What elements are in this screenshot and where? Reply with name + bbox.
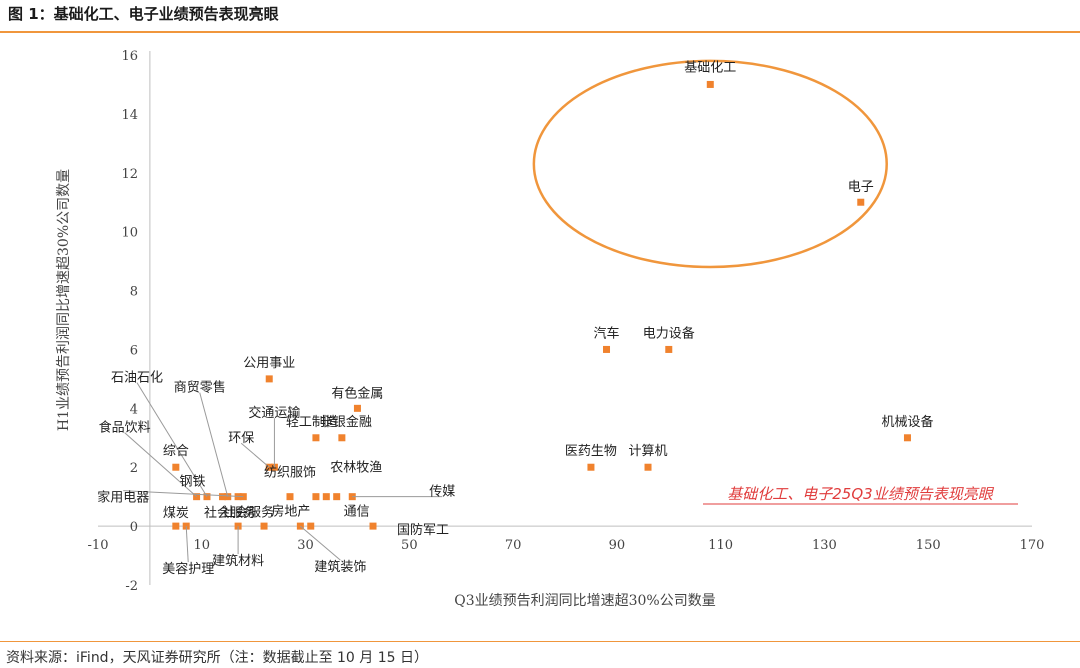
x-tick-label: 110 <box>708 538 733 553</box>
data-point <box>307 522 315 530</box>
y-tick-label: 6 <box>130 343 138 358</box>
chart-ticks: -10 10 30 50 70 90 110 130 150 170 -2 0 2 4 6 8 10 12 14 16 <box>88 49 1045 594</box>
x-tick-label: 50 <box>401 538 418 553</box>
point-label: 电力设备 <box>643 325 695 341</box>
y-tick-label: 10 <box>121 226 138 241</box>
data-point <box>857 198 865 206</box>
data-point <box>286 493 294 501</box>
point-label: 综合 <box>163 444 189 459</box>
leader-line <box>240 442 270 468</box>
data-point <box>234 522 242 530</box>
x-tick-label: 10 <box>194 538 211 553</box>
point-label: 农林牧渔 <box>330 461 382 476</box>
data-point <box>587 463 595 471</box>
highlight-layer <box>532 59 888 269</box>
footer-divider <box>0 641 1080 642</box>
point-label: 社会服务 <box>222 505 274 521</box>
point-label: 房地产 <box>271 504 310 520</box>
point-label: 电子 <box>848 180 874 195</box>
data-point <box>338 434 346 442</box>
data-point <box>903 434 911 442</box>
chart-axes <box>98 51 1032 585</box>
y-tick-label: 14 <box>121 108 138 123</box>
point-label: 传媒 <box>429 485 455 500</box>
y-axis-title: H1业绩预告利润同比增速超30%公司数量 <box>56 169 72 431</box>
data-point <box>312 434 320 442</box>
point-label: 家用电器 <box>97 490 149 506</box>
y-tick-label: -2 <box>125 579 138 594</box>
page-title: 图 1：基础化工、电子业绩预告表现亮眼 <box>8 5 279 23</box>
data-point <box>333 493 341 501</box>
x-tick-label: 70 <box>505 538 522 553</box>
y-tick-label: 2 <box>130 461 138 476</box>
point-label: 通信 <box>344 505 370 520</box>
point-label: 交通运输 <box>248 405 300 421</box>
point-label: 建筑装饰 <box>314 559 366 575</box>
point-label: 轻工制造 <box>286 415 338 430</box>
leader-line <box>136 382 208 497</box>
x-tick-label: 150 <box>916 538 941 553</box>
data-point <box>312 493 320 501</box>
leader-line <box>124 432 197 498</box>
y-tick-label: 8 <box>130 285 138 300</box>
point-label: 非银金融 <box>320 414 372 430</box>
point-label: 社会服务 <box>204 505 256 521</box>
point-label: 公用事业 <box>243 356 295 371</box>
point-label: 环保 <box>228 431 254 446</box>
x-tick-label: 130 <box>812 538 837 553</box>
x-axis-title: Q3业绩预告利润同比增速超30%公司数量 <box>454 593 716 609</box>
point-label: 钢铁 <box>180 475 206 490</box>
point-label: 计算机 <box>629 444 668 459</box>
data-point <box>322 493 330 501</box>
data-point <box>644 463 652 471</box>
scatter-chart: -10 10 30 50 70 90 110 130 150 170 -2 0 2 4 6 8 10 12 14 16… <box>56 49 1045 609</box>
point-label: 国防军工 <box>397 522 449 538</box>
point-label: 有色金属 <box>331 385 383 401</box>
leader-lines <box>123 382 443 563</box>
x-tick-label: -10 <box>88 538 109 553</box>
point-label: 石油石化 <box>111 371 163 386</box>
data-point <box>353 404 361 412</box>
point-label: 食品饮料 <box>99 420 151 436</box>
x-tick-label: 170 <box>1020 538 1045 553</box>
point-label: 医药生物 <box>565 444 617 459</box>
data-point <box>172 463 180 471</box>
chart-points <box>172 80 911 530</box>
y-tick-label: 4 <box>130 402 138 417</box>
x-tick-label: 90 <box>609 538 626 553</box>
leader-line <box>123 490 244 498</box>
point-label: 纺织服饰 <box>264 466 316 481</box>
data-point <box>219 493 227 501</box>
point-label: 机械设备 <box>881 414 933 430</box>
point-label: 汽车 <box>594 325 620 341</box>
data-point <box>265 375 273 383</box>
point-label: 煤炭 <box>163 506 189 521</box>
highlight-ellipse <box>532 59 888 269</box>
x-tick-label: 30 <box>297 538 314 553</box>
y-tick-label: 16 <box>121 49 138 64</box>
data-point <box>603 345 611 353</box>
point-label: 商贸零售 <box>174 380 226 396</box>
point-label: 基础化工 <box>684 60 736 75</box>
data-point <box>182 522 190 530</box>
source-note: 资料来源：iFind，天风证券研究所（注：数据截止至 10 月 15 日） <box>6 650 429 666</box>
data-point <box>706 80 714 88</box>
chart-annotation: 基础化工、电子25Q3业绩预告表现亮眼 <box>727 485 994 503</box>
point-label: 美容护理 <box>162 561 214 577</box>
data-point <box>369 522 377 530</box>
data-point <box>260 522 268 530</box>
point-label: 建筑材料 <box>212 553 264 569</box>
leader-line <box>185 526 189 563</box>
y-tick-label: 12 <box>121 167 138 182</box>
leader-line <box>199 392 229 497</box>
leader-line <box>300 525 341 561</box>
data-point <box>172 522 180 530</box>
data-point <box>665 345 673 353</box>
title-divider <box>0 31 1080 33</box>
y-tick-label: 0 <box>130 520 138 535</box>
data-point <box>296 522 304 530</box>
